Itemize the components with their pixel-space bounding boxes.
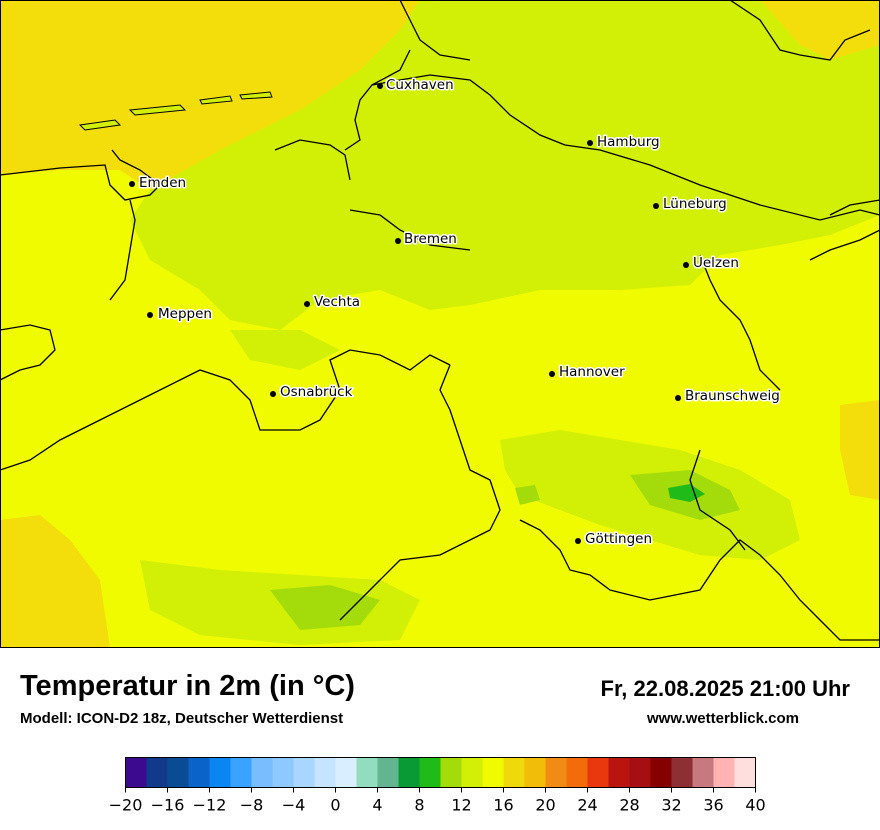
city-label-emden: Emden xyxy=(139,175,186,191)
legend-swatch xyxy=(461,757,483,788)
legend-swatch xyxy=(398,757,420,788)
legend-swatch xyxy=(608,757,630,788)
legend-tick-label: −20 xyxy=(109,796,143,815)
legend-tick-label: −16 xyxy=(151,796,185,815)
website-label: www.wetterblick.com xyxy=(647,710,799,727)
legend-tick-label: 0 xyxy=(330,796,340,815)
city-label-braunschweig: Braunschweig xyxy=(685,388,780,404)
legend-swatch xyxy=(272,757,294,788)
legend-tick-label: 8 xyxy=(414,796,424,815)
legend-swatch xyxy=(587,757,609,788)
legend-swatch xyxy=(230,757,252,788)
legend-swatch xyxy=(125,757,147,788)
legend-swatch xyxy=(440,757,462,788)
legend-swatch xyxy=(293,757,315,788)
legend-tick-label: −8 xyxy=(240,796,264,815)
legend-swatch xyxy=(545,757,567,788)
legend-swatch xyxy=(629,757,651,788)
city-markers xyxy=(129,83,689,544)
legend-swatch xyxy=(251,757,273,788)
legend-tick-label: 40 xyxy=(745,796,765,815)
legend-tick-label: 12 xyxy=(451,796,471,815)
legend-swatch xyxy=(356,757,378,788)
legend-tick-label: 16 xyxy=(493,796,513,815)
forecast-datetime: Fr, 22.08.2025 21:00 Uhr xyxy=(600,676,851,701)
temperature-map: Cuxhaven Hamburg Emden Lüneburg Bremen U… xyxy=(0,0,880,648)
legend-swatch xyxy=(335,757,357,788)
legend-tick-label: 20 xyxy=(535,796,555,815)
legend-swatch xyxy=(524,757,546,788)
legend-tick-label: 36 xyxy=(703,796,723,815)
legend-tick-label: 4 xyxy=(372,796,382,815)
city-label-goettingen: Göttingen xyxy=(585,531,652,547)
legend-swatch xyxy=(692,757,714,788)
city-label-uelzen: Uelzen xyxy=(693,255,739,271)
city-label-hamburg: Hamburg xyxy=(597,134,660,150)
color-legend: −20 −16 −12 −8 −4 0 4 8 12 16 20 24 28 32 36 40 xyxy=(109,757,766,815)
legend-tick-label: 28 xyxy=(619,796,639,815)
city-label-meppen: Meppen xyxy=(158,306,212,322)
legend-swatch xyxy=(188,757,210,788)
model-info: Modell: ICON-D2 18z, Deutscher Wetterdie… xyxy=(20,710,344,727)
legend-swatch xyxy=(566,757,588,788)
legend-swatch xyxy=(419,757,441,788)
city-label-vechta: Vechta xyxy=(314,294,360,310)
city-label-osnabrueck: Osnabrück xyxy=(280,384,353,400)
legend-swatch xyxy=(377,757,399,788)
legend-swatch xyxy=(146,757,168,788)
city-label-bremen: Bremen xyxy=(404,231,457,247)
legend-tick-label: −12 xyxy=(193,796,227,815)
legend-swatch xyxy=(503,757,525,788)
legend-swatch xyxy=(734,757,756,788)
map-title: Temperatur in 2m (in °C) xyxy=(20,670,355,702)
legend-swatch xyxy=(650,757,672,788)
legend-swatch xyxy=(167,757,189,788)
legend-swatch xyxy=(671,757,693,788)
legend-swatch xyxy=(314,757,336,788)
legend-tick-label: 24 xyxy=(577,796,597,815)
legend-swatch xyxy=(482,757,504,788)
legend-swatch xyxy=(713,757,735,788)
city-label-lueneburg: Lüneburg xyxy=(663,196,727,212)
city-label-cuxhaven: Cuxhaven xyxy=(386,77,454,93)
legend-tick-label: 32 xyxy=(661,796,681,815)
legend-swatch xyxy=(209,757,231,788)
legend-tick-label: −4 xyxy=(282,796,306,815)
city-label-hannover: Hannover xyxy=(559,364,625,380)
